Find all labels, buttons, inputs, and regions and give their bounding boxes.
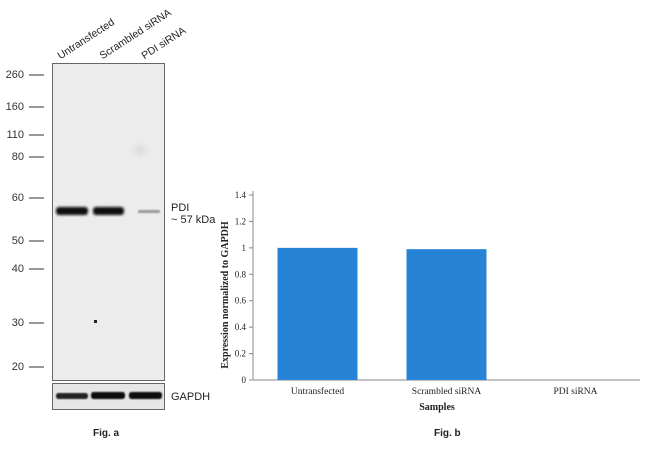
pdi-band-label: PDI [171,202,190,214]
y-tick-label: 0.4 [235,322,247,332]
pdi-bands [56,207,160,215]
chart-x-axis-title: Samples [419,402,455,413]
y-tick-label: 0.8 [235,269,247,279]
x-category-label: PDI siRNA [553,387,597,397]
mw-marker-80: 80 [11,151,24,163]
bar-chart: 0 0.2 0.4 0.6 0.8 1 1.2 1.4 Untransfected Scramb… [220,190,640,413]
blot-graphics [29,63,165,410]
y-tick-label: 0.2 [235,349,246,359]
y-tick-label: 1.4 [235,190,247,200]
gapdh-band-untransfected [56,393,88,399]
mw-marker-30: 30 [11,317,24,329]
pdi-band-pdi-sirna [138,210,160,213]
gapdh-label: GAPDH [171,391,211,403]
mw-marker-60: 60 [11,192,24,204]
mw-marker-40: 40 [11,263,24,275]
mw-marker-260: 260 [5,69,24,81]
bar [406,249,487,380]
chart-y-axis-title: Expression normalized to GAPDH [220,221,231,369]
chart-y-ticks: 0 0.2 0.4 0.6 0.8 1 1.2 1.4 [235,190,253,385]
gapdh-band-scrambled [91,392,125,399]
bar [277,247,358,380]
mw-marker-50: 50 [11,235,24,247]
y-tick-label: 0 [242,375,247,385]
fig-b-caption: Fig. b [434,428,461,439]
chart-bars [277,247,487,380]
pdi-band-scrambled [93,207,124,215]
mw-marker-160: 160 [5,101,24,113]
blot-membrane [52,63,165,381]
mw-marker-20: 20 [11,361,24,373]
mw-marker-110: 110 [6,129,24,141]
gapdh-band-pdi-sirna [129,392,162,399]
chart-x-labels: Untransfected Scrambled siRNA PDI siRNA [291,386,598,397]
y-tick-label: 1.2 [235,216,246,226]
gapdh-bands [56,392,162,399]
y-tick-label: 1 [242,243,247,253]
mw-ticks [29,74,44,368]
pdi-band-untransfected [56,207,88,215]
pdi-band-size: ~ 57 kDa [171,214,216,226]
x-category-label: Scrambled siRNA [412,387,482,397]
x-category-label: Untransfected [291,386,345,397]
y-tick-label: 0.6 [235,296,247,306]
fig-a-caption: Fig. a [93,428,120,439]
